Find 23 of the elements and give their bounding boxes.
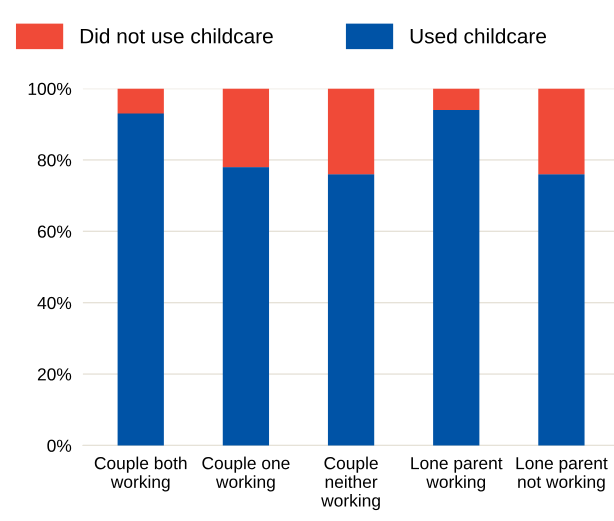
bar <box>118 114 164 446</box>
bar <box>222 88 270 168</box>
y-tick-label: 0% <box>47 440 72 452</box>
bar <box>328 174 374 446</box>
y-tick-label: 20% <box>38 368 72 381</box>
legend-label: Did not use childcare <box>80 28 273 44</box>
x-tick-label: Lone parent not working <box>516 457 608 492</box>
legend-label: Used childcare <box>410 28 546 44</box>
x-tick-label: Couple one working <box>202 456 290 492</box>
y-tick-label: 100% <box>28 82 72 96</box>
y-tick-label: 60% <box>38 225 72 238</box>
bar <box>433 110 480 446</box>
x-tick-label: Lone parent working <box>411 457 502 492</box>
bar <box>538 174 585 446</box>
x-tick-label: Couple neither working <box>321 456 380 510</box>
y-tick-label: 80% <box>38 154 72 166</box>
bar <box>328 88 374 174</box>
bar <box>433 88 480 110</box>
x-tick-label: Couple both working <box>94 456 186 492</box>
bar <box>222 167 270 446</box>
bar <box>538 88 585 174</box>
y-tick-label: 40% <box>37 296 72 310</box>
bar <box>118 88 164 114</box>
